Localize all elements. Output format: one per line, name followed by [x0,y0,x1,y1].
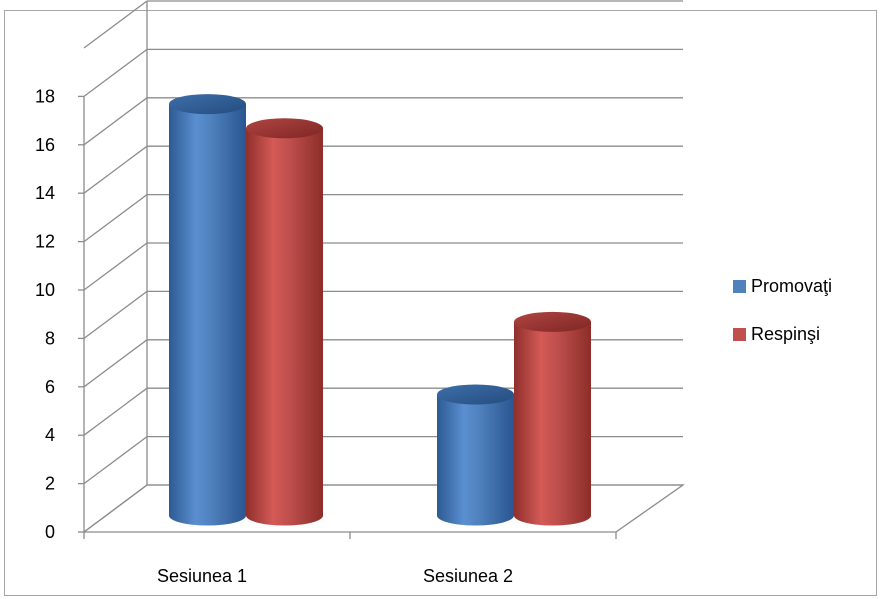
x-tick-label: Sesiunea 1 [157,566,247,586]
axes [78,95,686,539]
y-tick-label: 16 [35,135,55,155]
y-tick-label: 12 [35,232,55,252]
legend-item-respinsi: Respinşi [733,321,832,348]
gridline-side [83,387,148,436]
bar-top [437,384,514,405]
y-tick-label: 0 [45,522,55,542]
gridline-side [83,436,148,485]
y-tick-label: 18 [35,86,55,106]
gridline-side [83,194,148,243]
y-tick-label: 14 [35,183,55,203]
bar-respinsi [246,118,323,526]
gridline-side [83,339,148,388]
bars [169,94,591,526]
bar-body [246,128,323,526]
y-tick-label: 6 [45,377,55,397]
bar-body [169,104,246,526]
bar-top [514,311,591,332]
legend-label: Respinşi [751,324,821,344]
legend-item-promovati: Promovaţi [733,273,832,300]
gridline-side [83,145,148,194]
gridline-side [83,48,148,97]
bar-top [246,118,323,139]
x-tick-label: Sesiunea 2 [423,566,513,586]
bar-top [169,94,246,115]
bar-body [514,321,591,526]
floor [82,484,686,533]
gridline-side [83,0,148,49]
legend: Promovaţi Respinşi [733,273,832,369]
bar-respinsi [514,311,591,526]
y-tick-label: 10 [35,280,55,300]
y-tick-label: 4 [45,425,55,445]
bar-promovati [169,94,246,526]
legend-swatch [733,328,746,341]
gridline-side [83,290,148,339]
gridline-side [83,97,148,146]
bar-promovati [437,384,514,526]
y-tick-label: 2 [45,474,55,494]
legend-swatch [733,280,746,293]
bar-body [437,394,514,526]
legend-label: Promovaţi [751,276,833,296]
y-tick-label: 8 [45,328,55,348]
axis-labels: 0 2 4 6 8 10 12 14 16 18 Sesiunea 1 Sesiunea 2 [35,86,513,586]
gridline-side [83,242,148,291]
